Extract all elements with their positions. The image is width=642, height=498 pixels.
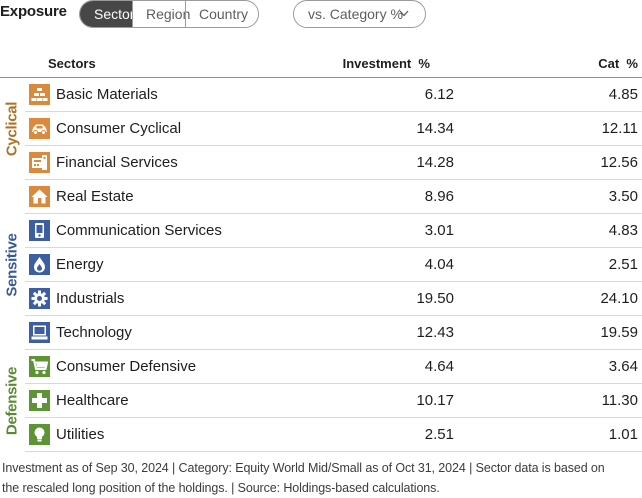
energy-icon xyxy=(29,254,50,275)
sector-name: Consumer Defensive xyxy=(56,358,197,375)
industrials-icon xyxy=(29,288,50,309)
table-row: Energy 4.04 2.51 xyxy=(25,248,642,282)
investment-value: 14.28 xyxy=(416,154,454,171)
investment-value: 10.17 xyxy=(416,392,454,409)
column-header-sectors: Sectors xyxy=(48,56,96,71)
chevron-down-icon xyxy=(399,10,409,17)
exposure-type-tabs: Sector Region Country xyxy=(79,0,259,28)
sector-name: Financial Services xyxy=(56,154,178,171)
table-row: Basic Materials 6.12 4.85 xyxy=(25,78,642,112)
table-row: Communication Services 3.01 4.83 xyxy=(25,214,642,248)
investment-value: 4.04 xyxy=(424,256,454,273)
investment-value: 8.96 xyxy=(424,188,454,205)
investment-value: 12.43 xyxy=(416,324,454,341)
technology-icon xyxy=(29,322,50,343)
sector-name: Healthcare xyxy=(56,392,129,409)
category-value: 3.50 xyxy=(608,188,638,205)
group-label-sensitive: Sensitive xyxy=(3,233,21,297)
category-value: 4.85 xyxy=(608,86,638,103)
sector-name: Consumer Cyclical xyxy=(56,120,182,137)
table-row: Consumer Defensive 4.64 3.64 xyxy=(25,350,642,384)
sector-name: Basic Materials xyxy=(56,86,158,103)
group-label-cyclical: Cyclical xyxy=(3,101,21,157)
category-value: 12.56 xyxy=(600,154,638,171)
category-value: 1.01 xyxy=(608,426,638,443)
table-row: Healthcare 10.17 11.30 xyxy=(25,384,642,418)
table-row: Real Estate 8.96 3.50 xyxy=(25,180,642,214)
investment-value: 6.12 xyxy=(424,86,454,103)
financial-services-icon xyxy=(29,152,50,173)
table-header: Sectors Investment % Cat % xyxy=(0,46,642,78)
basic-materials-icon xyxy=(29,84,50,105)
column-header-investment: Investment % xyxy=(342,56,430,71)
tab-country[interactable]: Country xyxy=(185,1,258,27)
sector-name: Technology xyxy=(56,324,132,341)
investment-value: 19.50 xyxy=(416,290,454,307)
tab-sector[interactable]: Sector xyxy=(80,1,134,27)
table-row: Consumer Cyclical 14.34 12.11 xyxy=(25,112,642,146)
table-row: Technology 12.43 19.59 xyxy=(25,316,642,350)
column-header-category: Cat % xyxy=(598,56,638,71)
sector-name: Industrials xyxy=(56,290,125,307)
tab-region[interactable]: Region xyxy=(132,1,190,27)
table-row: Utilities 2.51 1.01 xyxy=(25,418,642,452)
communication-services-icon xyxy=(29,220,50,241)
real-estate-icon xyxy=(29,186,50,207)
sector-name: Communication Services xyxy=(56,222,222,239)
consumer-cyclical-icon xyxy=(29,118,50,139)
investment-value: 3.01 xyxy=(424,222,454,239)
footnote-line-2: the rescaled long position of the holdin… xyxy=(2,481,440,495)
table-row: Financial Services 14.28 12.56 xyxy=(25,146,642,180)
category-value: 12.11 xyxy=(601,120,638,137)
category-value: 3.64 xyxy=(608,358,638,375)
sector-name: Energy xyxy=(56,256,104,273)
consumer-defensive-icon xyxy=(29,356,50,377)
exposure-header: Exposure Sector Region Country vs. Categ… xyxy=(0,0,642,30)
sector-name: Utilities xyxy=(56,426,105,443)
category-value: 19.59 xyxy=(600,324,638,341)
healthcare-icon xyxy=(29,390,50,411)
utilities-icon xyxy=(29,424,50,445)
investment-value: 2.51 xyxy=(424,426,454,443)
investment-value: 4.64 xyxy=(424,358,454,375)
comparison-dropdown-label: vs. Category % xyxy=(308,6,403,22)
investment-value: 14.34 xyxy=(416,120,454,137)
category-value: 2.51 xyxy=(608,256,638,273)
comparison-dropdown[interactable]: vs. Category % xyxy=(293,0,426,28)
category-value: 11.30 xyxy=(601,392,638,409)
sector-name: Real Estate xyxy=(56,188,134,205)
category-value: 4.83 xyxy=(608,222,638,239)
footnote-line-1: Investment as of Sep 30, 2024 | Category… xyxy=(2,461,605,475)
data-footnote: Investment as of Sep 30, 2024 | Category… xyxy=(2,458,640,498)
section-title: Exposure xyxy=(0,3,67,20)
category-value: 24.10 xyxy=(600,290,638,307)
table-row: Industrials 19.50 24.10 xyxy=(25,282,642,316)
group-label-defensive: Defensive xyxy=(3,366,21,436)
